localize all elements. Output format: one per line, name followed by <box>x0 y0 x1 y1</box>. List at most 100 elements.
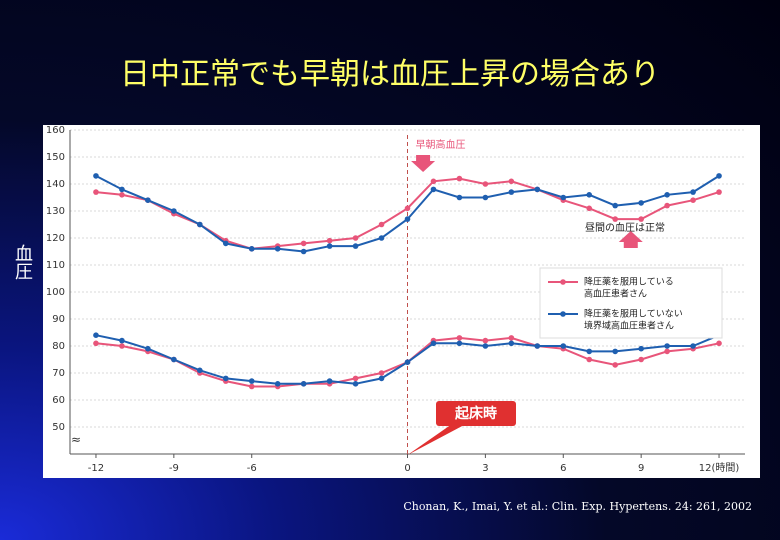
data-point <box>404 359 411 366</box>
y-tick-label: 80 <box>52 341 65 352</box>
data-point <box>482 194 489 201</box>
data-point <box>664 202 670 209</box>
data-point <box>326 378 333 384</box>
y-tick-label: 60 <box>52 395 65 406</box>
data-point <box>300 381 307 387</box>
data-point <box>586 356 593 363</box>
data-point <box>690 343 696 349</box>
data-point <box>197 221 203 228</box>
data-point <box>378 235 385 241</box>
data-point <box>612 216 618 222</box>
data-point <box>222 240 229 247</box>
data-point <box>378 375 385 382</box>
data-point <box>586 348 593 355</box>
data-point <box>378 221 385 228</box>
data-point <box>612 202 618 209</box>
data-point <box>119 186 125 193</box>
data-point <box>534 343 541 349</box>
data-point <box>482 337 489 344</box>
data-point <box>638 356 644 363</box>
y-tick-label: 160 <box>46 125 65 136</box>
data-point <box>664 343 670 349</box>
data-point <box>404 216 411 222</box>
data-point <box>456 340 463 347</box>
data-point <box>274 246 281 252</box>
data-point <box>222 375 229 382</box>
data-point <box>456 194 463 201</box>
data-point <box>456 335 463 341</box>
data-point <box>560 194 567 201</box>
legend-marker <box>560 311 566 317</box>
annotation: 昼間の血圧は正常 <box>585 221 665 234</box>
data-point <box>430 340 437 347</box>
x-tick-label: 12(時間) <box>699 462 740 474</box>
data-point <box>378 370 385 376</box>
y-axis-label: 血圧 <box>12 244 33 280</box>
data-point <box>638 200 644 206</box>
data-point <box>664 348 670 355</box>
data-point <box>690 197 696 203</box>
slide-title: 日中正常でも早朝は血圧上昇の場合あり <box>120 57 660 92</box>
source: Chonan, K., Imai, Y. et al.: Clin. Exp. … <box>403 500 752 513</box>
y-tick-label: 90 <box>52 314 65 325</box>
data-point <box>456 175 463 182</box>
data-point <box>197 367 203 374</box>
y-tick-label: 150 <box>46 152 65 163</box>
data-point <box>430 178 437 185</box>
arrow-up <box>618 231 643 248</box>
data-point <box>326 243 333 249</box>
data-point <box>534 186 541 193</box>
data-point <box>145 197 151 203</box>
data-point <box>508 335 515 341</box>
data-point <box>560 343 567 349</box>
data-point <box>352 235 359 241</box>
data-point <box>248 383 255 390</box>
legend-box <box>539 267 723 339</box>
y-tick-label: 130 <box>46 206 65 217</box>
y-tick-label: 140 <box>46 179 65 190</box>
data-point <box>586 205 593 212</box>
y-tick-label: 70 <box>52 368 65 379</box>
data-point <box>716 173 722 179</box>
data-point <box>119 337 125 344</box>
x-tick-label: 9 <box>638 463 644 474</box>
data-point <box>171 356 177 363</box>
data-point <box>300 240 307 247</box>
data-point <box>612 362 618 368</box>
data-point <box>93 189 99 195</box>
x-tick-label: 0 <box>404 463 410 474</box>
annotation: 早朝高血圧 <box>416 138 466 151</box>
data-point <box>482 181 489 187</box>
y-tick-label: 50 <box>52 422 65 433</box>
y-tick-label: 100 <box>46 287 65 298</box>
callout-pointer <box>407 424 466 455</box>
axis-break: ≈ <box>71 433 81 447</box>
callout-box <box>436 401 516 426</box>
data-point <box>352 375 359 382</box>
x-tick-label: -9 <box>169 463 179 474</box>
data-point <box>508 340 515 347</box>
data-point <box>119 192 125 198</box>
data-point <box>716 340 722 347</box>
data-point <box>274 381 281 387</box>
data-point <box>638 216 644 222</box>
data-point <box>404 205 411 212</box>
legend-label: 境界域高血圧患者さん <box>584 320 674 332</box>
data-point <box>586 192 593 198</box>
annotation: 起床時 <box>454 405 497 422</box>
data-point <box>352 381 359 387</box>
data-point <box>300 248 307 255</box>
data-point <box>352 243 359 249</box>
data-point <box>93 173 99 179</box>
data-point <box>612 348 618 355</box>
legend-label: 降圧薬を服用していない <box>584 308 683 320</box>
data-point <box>171 208 177 214</box>
data-point <box>716 189 722 195</box>
data-point <box>119 343 125 349</box>
data-point <box>93 332 99 339</box>
data-point <box>326 237 333 244</box>
legend-label: 降圧薬を服用している <box>584 276 674 288</box>
data-point <box>248 378 255 384</box>
